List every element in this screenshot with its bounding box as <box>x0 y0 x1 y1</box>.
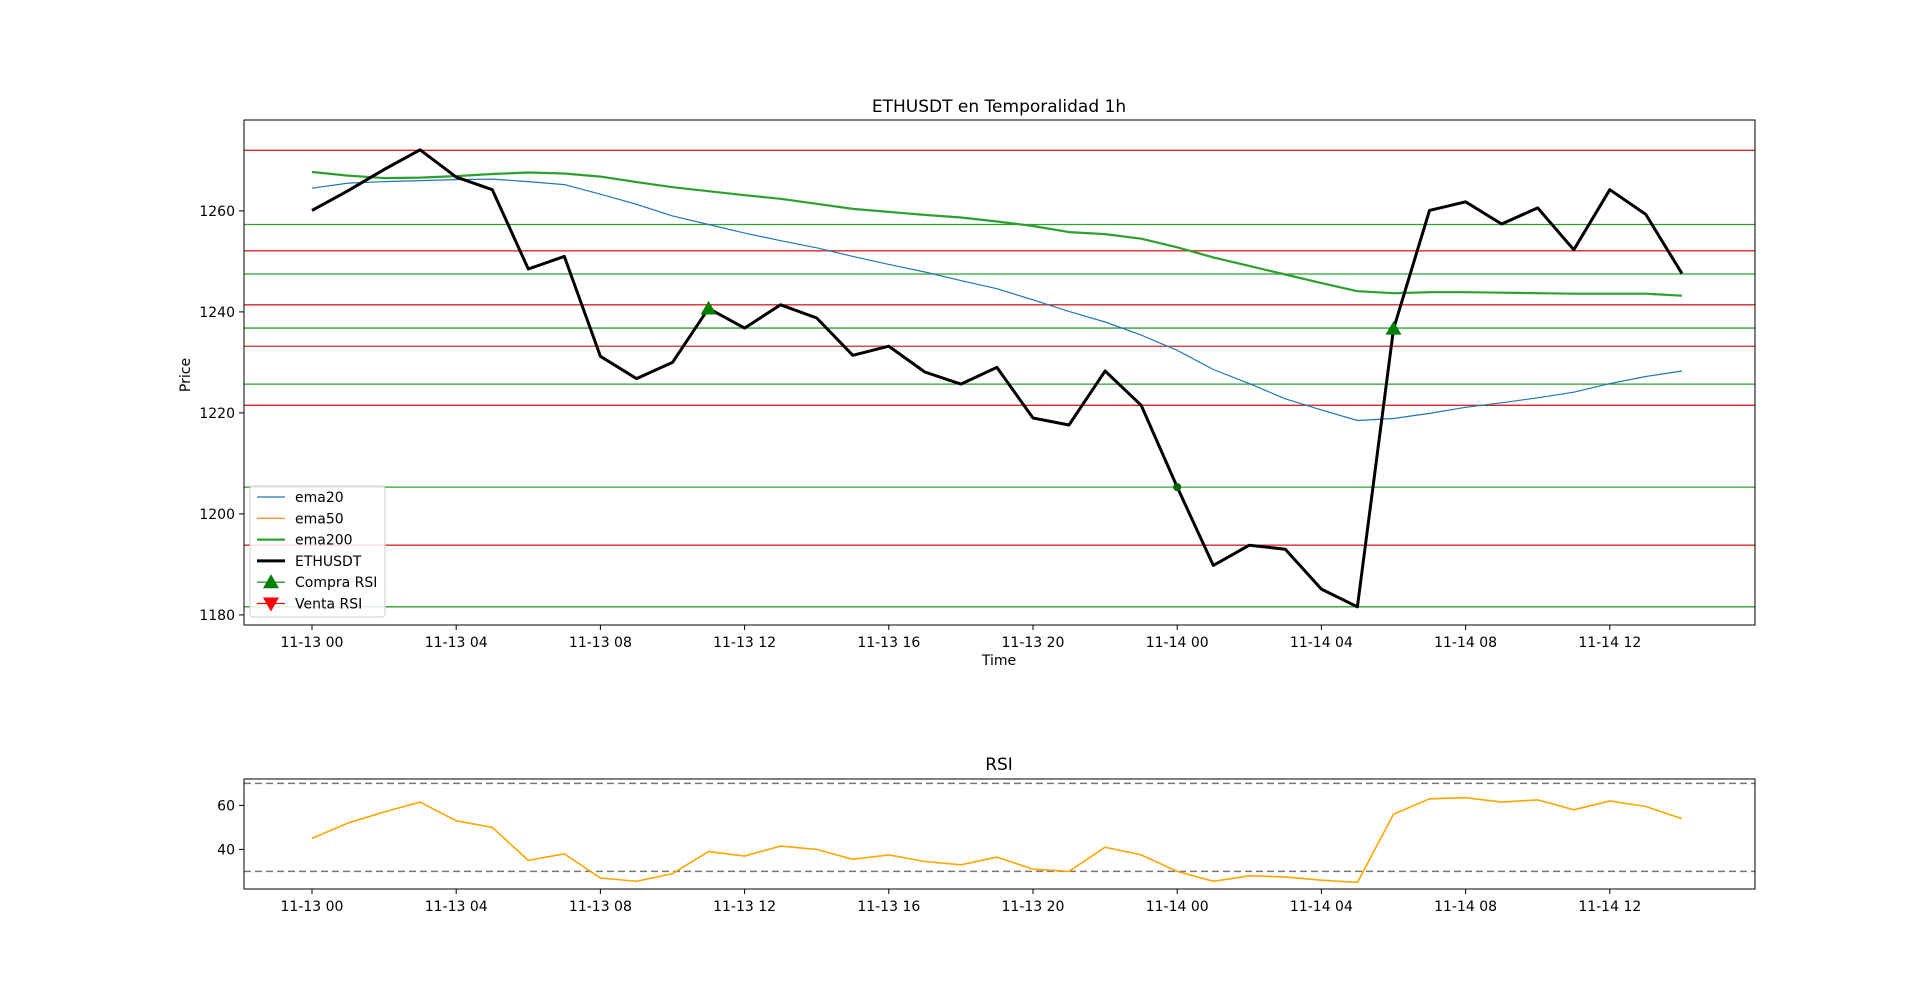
y-tick-label: 1180 <box>199 608 235 624</box>
rsi-plot-frame <box>243 778 1756 890</box>
rsi-x-tick-label: 11-13 00 <box>281 899 344 915</box>
x-tick-label: 11-14 00 <box>1146 635 1209 651</box>
rsi-series-group <box>311 796 1683 884</box>
y-tick-label: 1260 <box>199 204 235 220</box>
legend: ema20 ema50 ema200 ETHUSDT Compra RSI Venta R… <box>249 485 386 618</box>
price-series-group <box>311 148 1684 609</box>
x-tick-label: 11-14 08 <box>1434 635 1497 651</box>
level-touch-point <box>1173 483 1182 492</box>
price-chart-ylabel: Price <box>178 358 194 392</box>
ema20-line <box>311 178 1682 422</box>
ema200-line <box>311 170 1682 297</box>
rsi-x-tick-label: 11-13 16 <box>857 899 920 915</box>
signal-marker <box>700 300 717 315</box>
ETHUSDT-line <box>311 148 1684 609</box>
legend-triangle-up-icon <box>263 574 279 589</box>
rsi-x-tick-label: 11-13 12 <box>713 899 776 915</box>
y-tick-label: 1200 <box>199 507 235 523</box>
legend-label: ETHUSDT <box>295 554 362 570</box>
legend-label: ema50 <box>295 511 344 527</box>
rsi-chart: RSI 40 60 11-13 00 11-13 04 11-13 08 11-13 1… <box>217 755 1756 915</box>
price-plot-frame <box>243 119 1756 626</box>
rsi-chart-title: RSI <box>985 755 1013 775</box>
y-tick-label: 1240 <box>199 305 235 321</box>
support-resistance-lines <box>244 149 1755 608</box>
x-tick-label: 11-13 00 <box>281 635 344 651</box>
price-chart-xlabel: Time <box>981 653 1016 669</box>
rsi-y-tick-label: 60 <box>217 798 235 814</box>
x-tick-label: 11-13 16 <box>857 635 920 651</box>
legend-triangle-down-icon <box>263 597 279 612</box>
legend-label: ema20 <box>295 490 344 506</box>
signal-marker <box>1385 321 1402 335</box>
rsi-x-tick-label: 11-13 04 <box>425 899 488 915</box>
rsi-x-axis: 11-13 00 11-13 04 11-13 08 11-13 12 11-13 16… <box>281 889 1641 915</box>
rsi-x-tick-label: 11-14 12 <box>1578 899 1641 915</box>
y-tick-label: 1220 <box>199 406 235 422</box>
rsi-x-tick-label: 11-14 04 <box>1290 899 1353 915</box>
x-tick-label: 11-13 04 <box>425 635 488 651</box>
rsi-y-axis: 40 60 <box>217 798 244 858</box>
x-tick-label: 11-14 04 <box>1290 635 1353 651</box>
rsi-x-tick-label: 11-14 08 <box>1434 899 1497 915</box>
price-chart-title: ETHUSDT en Temporalidad 1h <box>872 97 1126 117</box>
rsi-y-tick-label: 40 <box>217 842 235 858</box>
rsi-reference-lines <box>244 782 1755 873</box>
rsi-line <box>311 796 1683 884</box>
x-tick-label: 11-13 20 <box>1002 635 1065 651</box>
price-x-axis: 11-13 00 11-13 04 11-13 08 11-13 12 11-13 16… <box>281 625 1641 651</box>
x-tick-label: 11-13 08 <box>569 635 632 651</box>
rsi-x-tick-label: 11-14 00 <box>1146 899 1209 915</box>
signal-markers <box>700 300 1402 492</box>
legend-label: Compra RSI <box>295 575 377 591</box>
price-chart: ETHUSDT en Temporalidad 1h Price Time 11… <box>178 97 1756 669</box>
legend-label: ema200 <box>295 533 353 549</box>
rsi-x-tick-label: 11-13 20 <box>1002 899 1065 915</box>
rsi-x-tick-label: 11-13 08 <box>569 899 632 915</box>
x-tick-label: 11-14 12 <box>1578 635 1641 651</box>
x-tick-label: 11-13 12 <box>713 635 776 651</box>
price-y-axis: 1180 1200 1220 1240 1260 <box>199 204 244 624</box>
legend-label: Venta RSI <box>295 597 362 613</box>
